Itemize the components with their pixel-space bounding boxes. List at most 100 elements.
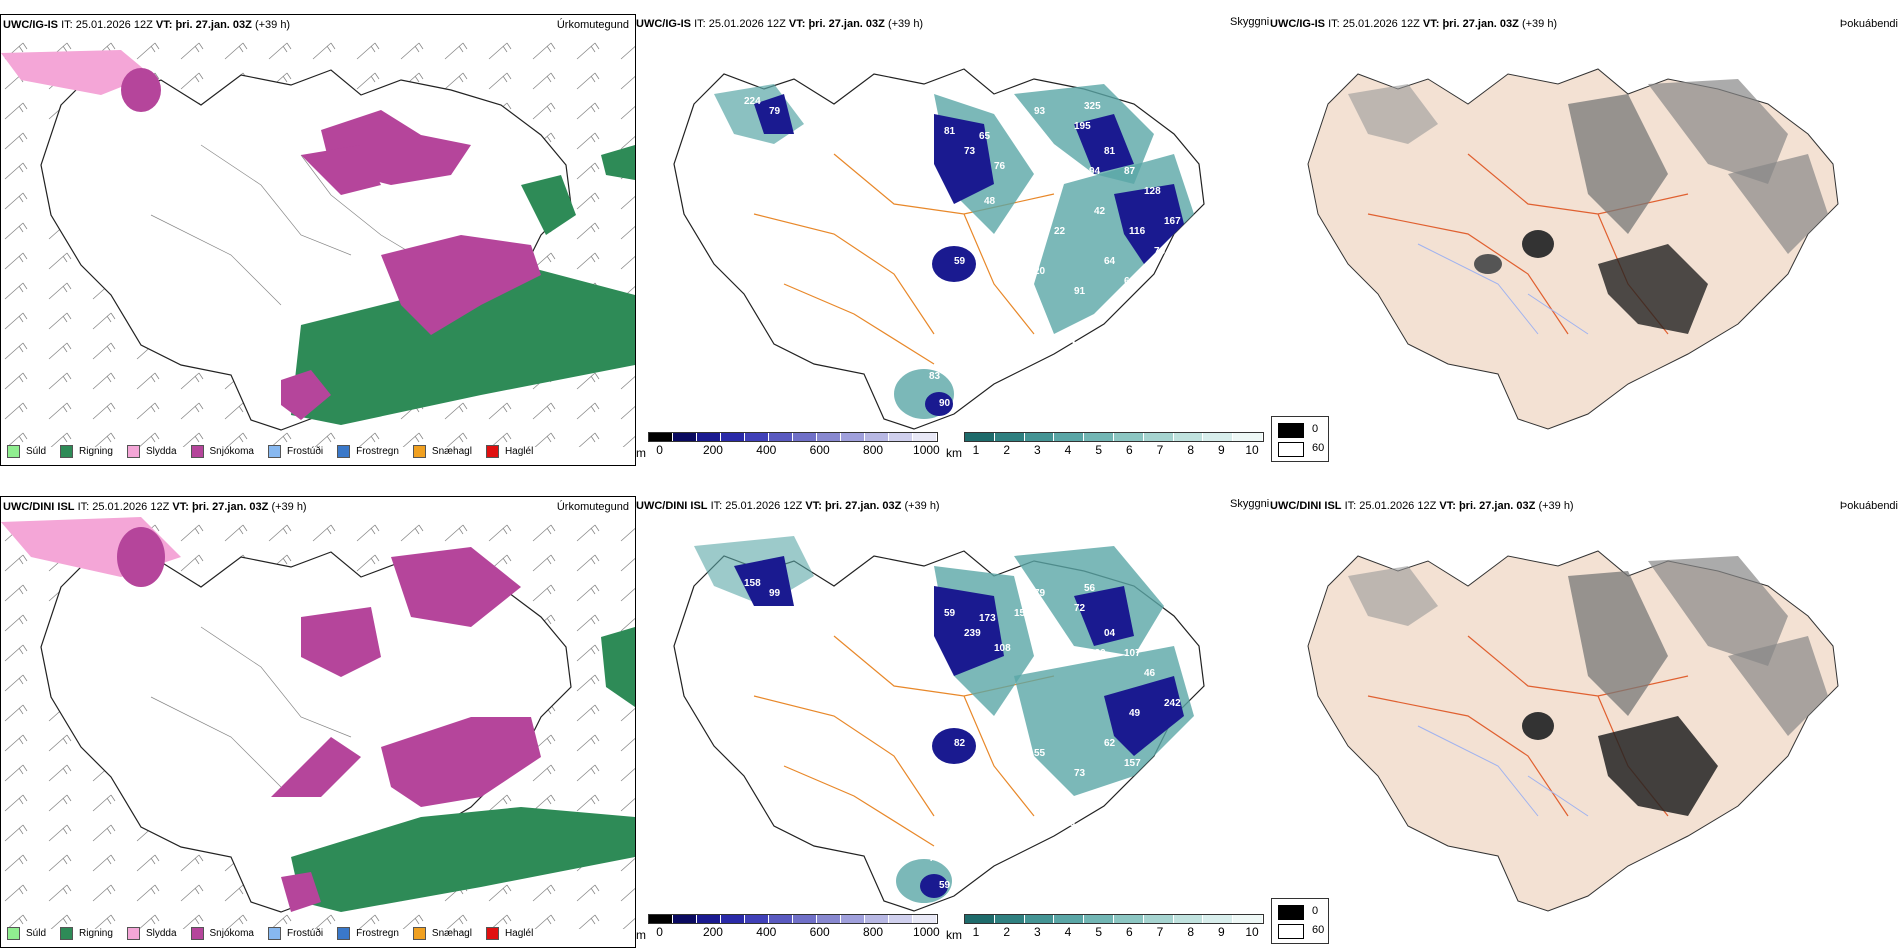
cloud-base-label: 49 xyxy=(1014,126,1026,137)
colorbar-cell xyxy=(865,915,889,923)
colorbar-cell xyxy=(865,433,889,441)
cloud-base-label: 72 xyxy=(1074,603,1086,614)
colorbar-cell xyxy=(1113,433,1144,441)
scale-tick-label: 400 xyxy=(756,925,777,939)
cloud-base-label: 94 xyxy=(1089,166,1101,177)
colorbar-cell xyxy=(721,433,745,441)
legend-swatch xyxy=(126,926,140,940)
fog-index-map xyxy=(1307,550,1839,912)
cloud-base-label: 62 xyxy=(1104,738,1116,749)
ceiling-colorbar xyxy=(648,432,938,442)
cloud-base-label: 04 xyxy=(1104,628,1116,639)
fog-legend-label: 0 xyxy=(1312,905,1319,917)
colorbar-cell xyxy=(994,915,1025,923)
scale-tick-label: 400 xyxy=(756,443,777,457)
panel-header: UWC/DINI ISL IT: 25.01.2026 12Z VT: þri.… xyxy=(1270,500,1574,512)
colorbar-cell xyxy=(1054,915,1085,923)
cloud-base-label: 224 xyxy=(744,96,761,107)
cloud-base-label: 525 xyxy=(1019,766,1036,777)
legend-swatch xyxy=(7,926,20,940)
ceiling-scale: 0 200 400 600 800 1000 xyxy=(648,914,940,939)
colorbar-cell xyxy=(1084,915,1114,923)
colorbar-cell xyxy=(649,915,673,923)
fog-legend: 0 60 xyxy=(1271,416,1329,462)
cloud-base-label: 56 xyxy=(1084,583,1096,594)
visibility-ticks: 1 2 3 4 5 6 7 8 9 10 xyxy=(964,442,1264,457)
scale-tick-label: 1 xyxy=(972,925,980,939)
cloud-base-label: 108 xyxy=(994,643,1011,654)
legend-item: Frostúði xyxy=(267,926,323,940)
fog-legend-label: 0 xyxy=(1312,423,1319,435)
colorbar-cell xyxy=(673,433,697,441)
panel-title: Skyggni xyxy=(1230,16,1270,28)
colorbar-cell xyxy=(1024,433,1055,441)
fog-legend-swatch xyxy=(1278,905,1304,920)
panel-header: UWC/IG-IS IT: 25.01.2026 12Z VT: þri. 27… xyxy=(3,19,291,31)
colorbar-cell xyxy=(889,915,913,923)
cloud-base-label: 64 xyxy=(1064,336,1076,347)
legend-swatch xyxy=(60,444,74,458)
cloud-base-label: 120 xyxy=(1089,648,1106,659)
cloud-base-label: 90 xyxy=(939,398,951,409)
legend-item: Snæhagl xyxy=(412,926,472,940)
panel-header: UWC/IG-IS IT: 25.01.2026 12Z VT: þri. 27… xyxy=(1270,18,1558,30)
colorbar-cell xyxy=(697,915,721,923)
legend-swatch xyxy=(267,926,281,940)
scale-tick-label: 200 xyxy=(702,925,723,939)
precip-panel-bottom: UWC/DINI ISL IT: 25.01.2026 12Z VT: þri.… xyxy=(0,496,636,948)
cloud-base-label: 81 xyxy=(944,126,956,137)
legend-swatch xyxy=(267,444,281,458)
cloud-base-label: 99 xyxy=(1104,808,1116,819)
colorbar-cell xyxy=(1203,433,1234,441)
visibility-ticks: 1 2 3 4 5 6 7 8 9 10 xyxy=(964,924,1264,939)
colorbar-cell xyxy=(769,915,793,923)
visibility-scale: 1 2 3 4 5 6 7 8 9 10 xyxy=(964,432,1264,457)
cloud-base-label: 48 xyxy=(984,196,996,207)
colorbar-cell xyxy=(841,433,865,441)
cloud-base-label: 46 xyxy=(1144,668,1156,679)
cloud-base-label: 99 xyxy=(769,588,781,599)
colorbar-cell xyxy=(1173,915,1204,923)
panel-title: Úrkomutegund xyxy=(556,501,629,513)
precip-legend: Súld Rigning Slydda Snjókoma Frostúði Fr… xyxy=(7,922,547,944)
precip-type-map xyxy=(1,35,635,447)
ceiling-unit: m xyxy=(636,928,646,942)
cloud-base-label: 79 xyxy=(769,106,781,117)
cloud-base-label: 167 xyxy=(1164,216,1181,227)
fog-legend-swatch xyxy=(1278,423,1304,438)
scale-tick-label: 1000 xyxy=(913,443,940,457)
colorbar-cell xyxy=(745,433,769,441)
cloud-base-label: 82 xyxy=(954,738,966,749)
legend-item: Rigning xyxy=(60,444,113,458)
colorbar-cell xyxy=(1113,915,1144,923)
legend-swatch xyxy=(485,444,499,458)
colorbar-cell xyxy=(793,433,817,441)
cloud-base-label: 15 xyxy=(1144,296,1156,307)
colorbar-cell xyxy=(889,433,913,441)
cloud-base-label: 59 xyxy=(944,608,956,619)
colorbar-cell xyxy=(1084,433,1114,441)
scale-tick-label: 5 xyxy=(1095,925,1102,939)
ceiling-ticks: 0 200 400 600 800 1000 xyxy=(648,924,939,939)
scale-tick-label: 6 xyxy=(1125,443,1133,457)
cloud-base-label: 155 xyxy=(1014,608,1031,619)
scale-tick-label: 5 xyxy=(1095,443,1102,457)
colorbar-cell xyxy=(721,915,745,923)
legend-item: Haglél xyxy=(485,444,533,458)
cloud-base-label: 42 xyxy=(1094,206,1106,217)
cloud-base-label: 73 xyxy=(1074,356,1086,367)
legend-swatch xyxy=(126,444,140,458)
cloud-base-label: 82 xyxy=(1074,838,1086,849)
cloud-base-label: 59 xyxy=(954,256,966,267)
cloud-base-label: 59 xyxy=(1144,778,1156,789)
scale-tick-label: 200 xyxy=(702,443,723,457)
cloud-base-label: 116 xyxy=(1129,226,1146,237)
scale-tick-label: 9 xyxy=(1217,443,1225,457)
panel-title: Þokuábendi xyxy=(1839,500,1898,512)
legend-swatch xyxy=(337,926,351,940)
colorbar-cell xyxy=(841,915,865,923)
cloud-base-label: 83 xyxy=(929,371,941,382)
colorbar-cell xyxy=(1233,433,1263,441)
